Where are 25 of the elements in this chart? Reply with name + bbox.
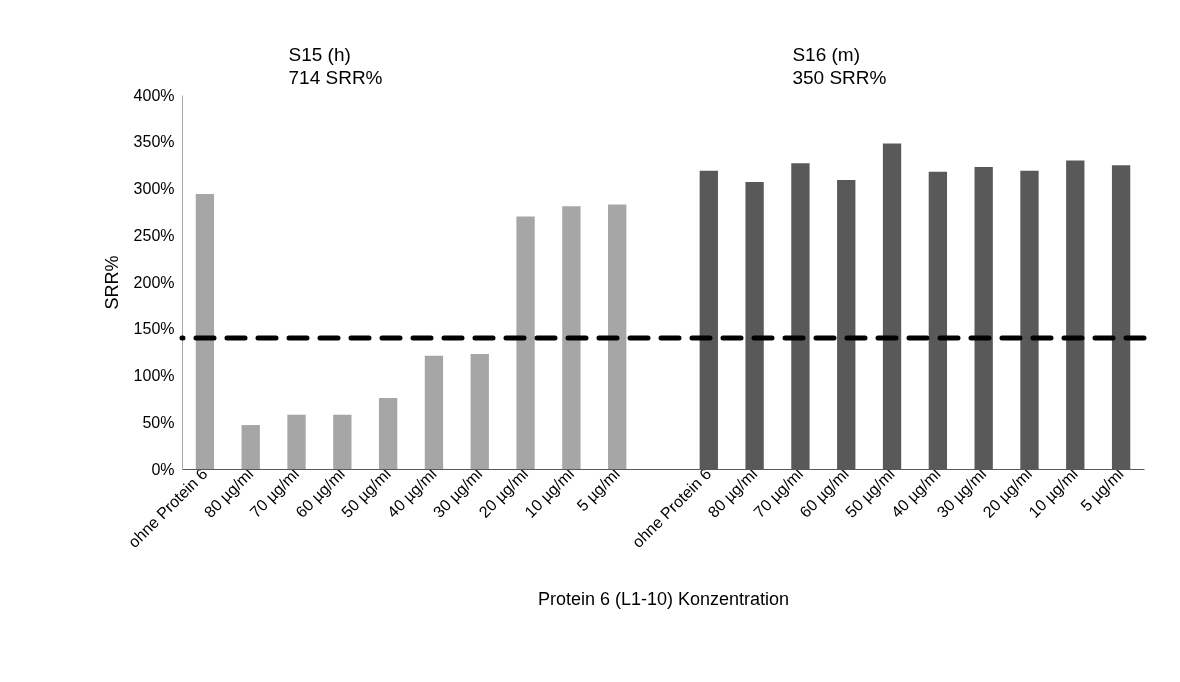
y-tick-label: 300%: [133, 180, 175, 197]
bar: [333, 414, 352, 469]
y-tick-label: 250%: [133, 226, 175, 244]
x-axis-title: Protein 6 (L1-10) Konzentration: [537, 588, 790, 609]
y-tick-label: 350%: [133, 133, 175, 151]
y-axis-title: SRR%: [101, 255, 122, 310]
text: 714 SRR%: [288, 67, 383, 88]
bar: [424, 355, 444, 469]
bar: [287, 414, 306, 469]
text: S15 (h): [288, 44, 351, 65]
text: S16 (m): [792, 44, 861, 65]
bar: [241, 425, 260, 469]
bar: [608, 204, 627, 469]
y-tick-label: 150%: [133, 320, 175, 338]
y-tick-label: 100%: [133, 367, 175, 384]
bar: [562, 206, 581, 469]
text: 350 SRR%: [792, 67, 887, 88]
y-tick-label: 400%: [133, 86, 175, 104]
bar: [378, 397, 398, 469]
y-tick-label: 0%: [151, 460, 175, 478]
y-tick-label: 200%: [133, 273, 175, 291]
bar: [516, 216, 535, 469]
bar: [195, 194, 215, 469]
y-tick-label: 50%: [142, 413, 175, 431]
bar: [470, 354, 489, 469]
